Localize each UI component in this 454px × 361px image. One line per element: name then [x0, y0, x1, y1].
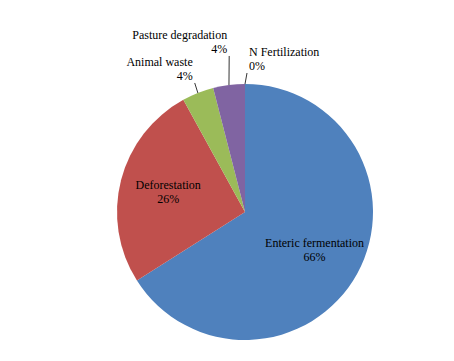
data-labels: Deforestation26% Enteric fermentation66% A…: [126, 28, 364, 264]
chart: Deforestation26% Enteric fermentation66% A…: [0, 0, 454, 361]
leader-line: [228, 56, 229, 85]
pie-slice: [213, 84, 245, 212]
data-label: Deforestation26%: [135, 178, 200, 206]
leader-line: [195, 83, 198, 93]
pie: [117, 84, 373, 340]
data-label: N Fertilization0%: [249, 45, 319, 73]
category-label: Animal waste: [126, 55, 192, 69]
value-label: 0%: [249, 59, 265, 73]
category-label: Pasture degradation: [132, 28, 227, 42]
pie-slice: [245, 84, 246, 212]
value-label: 4%: [177, 69, 193, 83]
data-label: Animal waste4%: [126, 55, 192, 83]
leader-line: [245, 73, 247, 84]
data-label: Pasture degradation4%: [132, 28, 227, 56]
category-label: Enteric fermentation: [265, 236, 364, 250]
value-label: 4%: [211, 42, 227, 56]
value-label: 26%: [157, 192, 179, 206]
data-label: Enteric fermentation66%: [265, 236, 364, 264]
value-label: 66%: [304, 250, 326, 264]
category-label: N Fertilization: [249, 45, 319, 59]
category-label: Deforestation: [135, 178, 200, 192]
